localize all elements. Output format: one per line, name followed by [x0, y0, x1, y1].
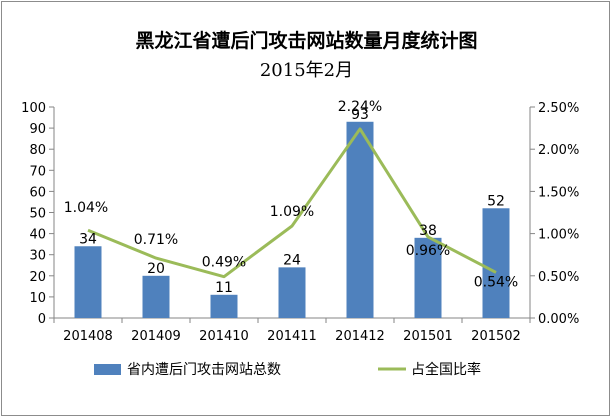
x-tick-label: 201409 [131, 329, 181, 344]
y-left-tick-label: 50 [29, 207, 46, 222]
line-value-label: 1.04% [64, 200, 108, 216]
bar [482, 208, 510, 318]
x-tick-label: 201501 [403, 329, 453, 344]
legend-bar-swatch [94, 364, 121, 375]
y-left-tick-label: 90 [29, 122, 46, 137]
bar-value-label: 52 [487, 193, 505, 209]
bar-value-label: 93 [351, 107, 369, 123]
bar [278, 267, 306, 318]
bar [142, 275, 170, 318]
line-value-label: 0.71% [134, 232, 178, 248]
bar-value-label: 38 [419, 223, 437, 239]
bar-value-label: 20 [147, 261, 165, 277]
y-right-tick-label: 0.50% [538, 270, 579, 285]
bar [74, 246, 102, 318]
bar-value-label: 11 [215, 280, 233, 296]
y-left-tick-label: 20 [29, 270, 46, 285]
x-tick-label: 201411 [267, 329, 317, 344]
y-left-tick-label: 10 [29, 291, 46, 306]
x-tick-label: 201412 [335, 329, 385, 344]
bar [414, 237, 442, 318]
x-tick-label: 201408 [63, 329, 113, 344]
line-series [87, 127, 497, 279]
y-left-tick-label: 0 [38, 312, 46, 327]
line-value-label: 0.54% [474, 274, 518, 290]
line-value-label: 1.09% [270, 204, 314, 220]
x-tick-label: 201502 [471, 329, 521, 344]
y-left-tick-label: 80 [29, 143, 46, 158]
y-right-tick-label: 2.50% [538, 101, 579, 116]
chart-title: 黑龙江省遭后门攻击网站数量月度统计图 [135, 30, 478, 52]
chart-subtitle: 2015年2月 [259, 60, 354, 81]
y-left-tick-label: 100 [21, 101, 46, 116]
legend-line-label: 占全国比率 [411, 361, 481, 378]
bar-value-label: 24 [283, 252, 301, 268]
x-tick-label: 201410 [199, 329, 249, 344]
y-left-tick-label: 30 [29, 249, 46, 264]
bar-value-label: 34 [79, 231, 97, 247]
y-right-tick-label: 1.00% [538, 228, 579, 243]
bar [346, 121, 374, 319]
y-left-tick-label: 40 [29, 228, 46, 243]
y-left-tick-label: 70 [29, 164, 46, 179]
line-value-label: 0.49% [202, 255, 246, 271]
line-value-label: 0.96% [406, 243, 450, 259]
line-value-label: 2.24% [338, 99, 382, 115]
legend-bar-label: 省内遭后门攻击网站总数 [127, 362, 281, 378]
y-right-tick-label: 1.50% [538, 185, 579, 200]
bar [210, 294, 238, 318]
y-right-tick-label: 2.00% [538, 143, 579, 158]
y-left-tick-label: 60 [29, 185, 46, 200]
y-right-tick-label: 0.00% [538, 312, 579, 327]
